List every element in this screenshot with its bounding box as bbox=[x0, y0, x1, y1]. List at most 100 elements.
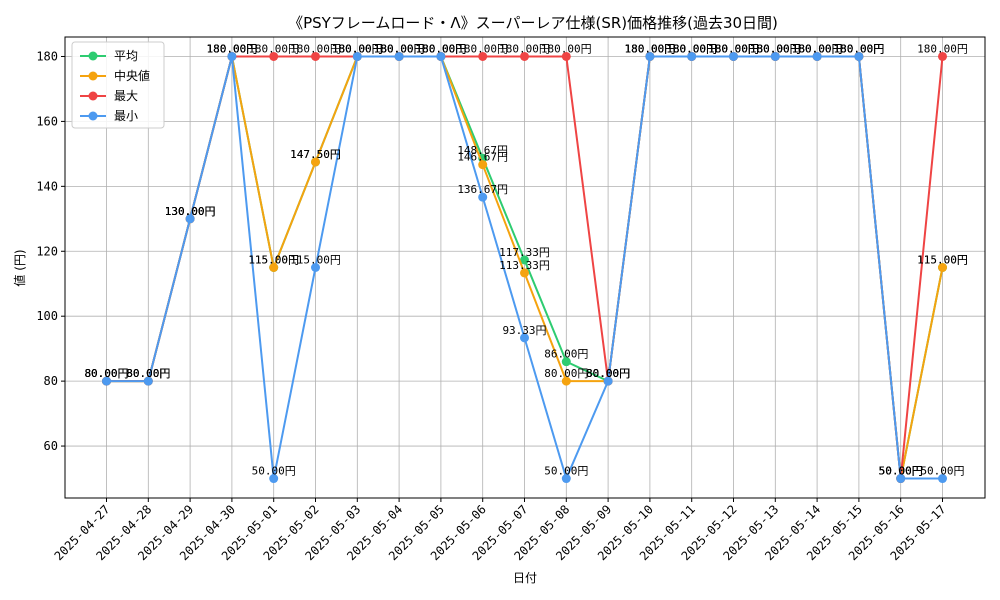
data-label: 180.00円 bbox=[666, 42, 717, 55]
data-label: 180.00円 bbox=[290, 42, 341, 55]
data-label: 180.00円 bbox=[750, 42, 801, 55]
data-label: 180.00円 bbox=[374, 42, 425, 55]
data-label: 80.00円 bbox=[586, 367, 630, 380]
data-point bbox=[938, 263, 947, 272]
data-label: 93.33円 bbox=[502, 324, 546, 337]
data-point bbox=[520, 255, 529, 265]
data-point bbox=[269, 51, 279, 61]
data-point bbox=[520, 333, 529, 343]
data-label: 130.00円 bbox=[165, 205, 216, 218]
data-label: 115.00円 bbox=[248, 254, 299, 267]
data-point bbox=[854, 51, 864, 61]
data-point bbox=[478, 160, 488, 170]
data-point bbox=[478, 51, 488, 61]
data-label: 180.00円 bbox=[457, 42, 508, 55]
data-label: 180.00円 bbox=[666, 42, 717, 55]
legend-swatch-marker bbox=[88, 51, 98, 61]
data-label: 86.00円 bbox=[544, 348, 588, 361]
data-labels: 80.00円80.00円130.00円180.00円115.00円147.50円… bbox=[84, 42, 967, 477]
data-label: 180.00円 bbox=[416, 42, 467, 55]
data-point bbox=[561, 357, 571, 367]
data-label: 80.00円 bbox=[126, 367, 170, 380]
data-point bbox=[436, 51, 446, 61]
data-point bbox=[102, 376, 111, 386]
data-label: 180.00円 bbox=[834, 42, 885, 55]
data-label: 180.00円 bbox=[708, 42, 759, 55]
data-point bbox=[269, 263, 279, 272]
data-point bbox=[561, 376, 571, 386]
data-label: 180.00円 bbox=[666, 42, 717, 55]
y-tick-label: 120 bbox=[36, 244, 58, 258]
legend-entry: 平均 bbox=[114, 49, 138, 63]
data-label: 80.00円 bbox=[126, 367, 170, 380]
data-point bbox=[770, 51, 780, 61]
data-label: 115.00円 bbox=[917, 254, 968, 267]
grid bbox=[65, 37, 985, 498]
data-point bbox=[938, 474, 947, 484]
y-tick-label: 180 bbox=[36, 49, 58, 63]
data-label: 50.00円 bbox=[920, 465, 964, 478]
chart-title: 《PSYフレームロード・Λ》スーパーレア仕様(SR)価格推移(過去30日間) bbox=[288, 14, 778, 32]
data-label: 80.00円 bbox=[586, 367, 630, 380]
data-point bbox=[729, 51, 738, 61]
data-label: 180.00円 bbox=[416, 42, 467, 55]
data-label: 50.00円 bbox=[252, 465, 296, 478]
data-label: 180.00円 bbox=[834, 42, 885, 55]
data-point bbox=[687, 51, 697, 61]
data-label: 180.00円 bbox=[708, 42, 759, 55]
data-point bbox=[896, 474, 906, 484]
data-label: 180.00円 bbox=[625, 42, 676, 55]
data-label: 180.00円 bbox=[792, 42, 843, 55]
data-label: 50.00円 bbox=[879, 465, 923, 478]
data-point bbox=[520, 268, 529, 278]
data-label: 180.00円 bbox=[416, 42, 467, 55]
data-label: 180.00円 bbox=[917, 42, 968, 55]
series-lines bbox=[102, 51, 947, 484]
data-label: 180.00円 bbox=[666, 42, 717, 55]
data-point bbox=[394, 51, 404, 61]
axes: 2025-04-272025-04-282025-04-292025-04-30… bbox=[36, 49, 948, 563]
data-label: 80.00円 bbox=[544, 367, 588, 380]
data-point bbox=[520, 51, 529, 61]
data-label: 115.00円 bbox=[917, 254, 968, 267]
data-label: 180.00円 bbox=[625, 42, 676, 55]
legend-swatch-marker bbox=[88, 71, 98, 81]
data-label: 180.00円 bbox=[416, 42, 467, 55]
data-label: 148.67円 bbox=[457, 144, 508, 157]
data-label: 136.67円 bbox=[457, 183, 508, 196]
data-label: 113.33円 bbox=[499, 259, 550, 272]
legend-entry: 最小 bbox=[114, 109, 138, 123]
data-label: 180.00円 bbox=[792, 42, 843, 55]
data-label: 180.00円 bbox=[750, 42, 801, 55]
data-label: 180.00円 bbox=[332, 42, 383, 55]
data-point bbox=[478, 192, 488, 202]
data-point bbox=[269, 474, 279, 484]
data-label: 180.00円 bbox=[625, 42, 676, 55]
data-label: 180.00円 bbox=[541, 42, 592, 55]
data-label: 50.00円 bbox=[879, 465, 923, 478]
data-label: 180.00円 bbox=[499, 42, 550, 55]
data-label: 80.00円 bbox=[84, 367, 128, 380]
data-label: 50.00円 bbox=[879, 465, 923, 478]
data-label: 180.00円 bbox=[792, 42, 843, 55]
data-label: 80.00円 bbox=[126, 367, 170, 380]
data-label: 80.00円 bbox=[84, 367, 128, 380]
data-label: 50.00円 bbox=[879, 465, 923, 478]
data-label: 180.00円 bbox=[207, 42, 258, 55]
data-point bbox=[938, 51, 947, 61]
data-label: 117.33円 bbox=[499, 246, 550, 259]
legend-entry: 最大 bbox=[114, 89, 138, 103]
data-point bbox=[352, 51, 362, 61]
data-label: 180.00円 bbox=[248, 42, 299, 55]
y-tick-label: 140 bbox=[36, 179, 58, 193]
data-label: 115.00円 bbox=[248, 254, 299, 267]
data-point bbox=[227, 51, 237, 61]
data-point bbox=[143, 376, 153, 386]
data-label: 115.00円 bbox=[290, 254, 341, 267]
data-label: 180.00円 bbox=[708, 42, 759, 55]
data-label: 130.00円 bbox=[165, 205, 216, 218]
data-point bbox=[603, 376, 613, 386]
data-label: 80.00円 bbox=[586, 367, 630, 380]
data-label: 180.00円 bbox=[708, 42, 759, 55]
